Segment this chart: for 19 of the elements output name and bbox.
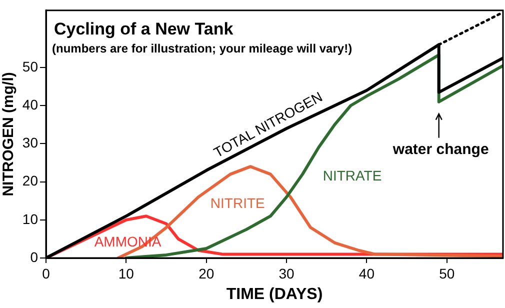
series-label: NITRITE <box>210 195 265 212</box>
y-axis-title: NITROGEN (mg/l) <box>0 72 18 196</box>
y-tick-label: 10 <box>22 210 38 227</box>
y-tick-label: 30 <box>22 134 38 151</box>
y-tick-label: 50 <box>22 58 38 74</box>
series-label: NITRATE <box>322 167 382 184</box>
y-tick-label: 20 <box>22 172 38 189</box>
x-tick-label: 30 <box>278 265 295 282</box>
x-tick-label: 40 <box>358 265 375 282</box>
x-tick-label: 20 <box>198 265 214 282</box>
y-tick-label: 0 <box>30 248 38 265</box>
annotation: water change <box>392 140 489 158</box>
x-tick-label: 10 <box>118 265 134 282</box>
text: (numbers are for illustration; your mileage will vary!) <box>52 41 352 56</box>
x-axis-title: TIME (DAYS) <box>226 286 323 303</box>
y-tick-label: 40 <box>22 96 38 112</box>
x-tick-label: 50 <box>439 265 455 282</box>
text: Cycling of a New Tank <box>54 19 234 38</box>
x-tick-label: 0 <box>42 265 50 282</box>
